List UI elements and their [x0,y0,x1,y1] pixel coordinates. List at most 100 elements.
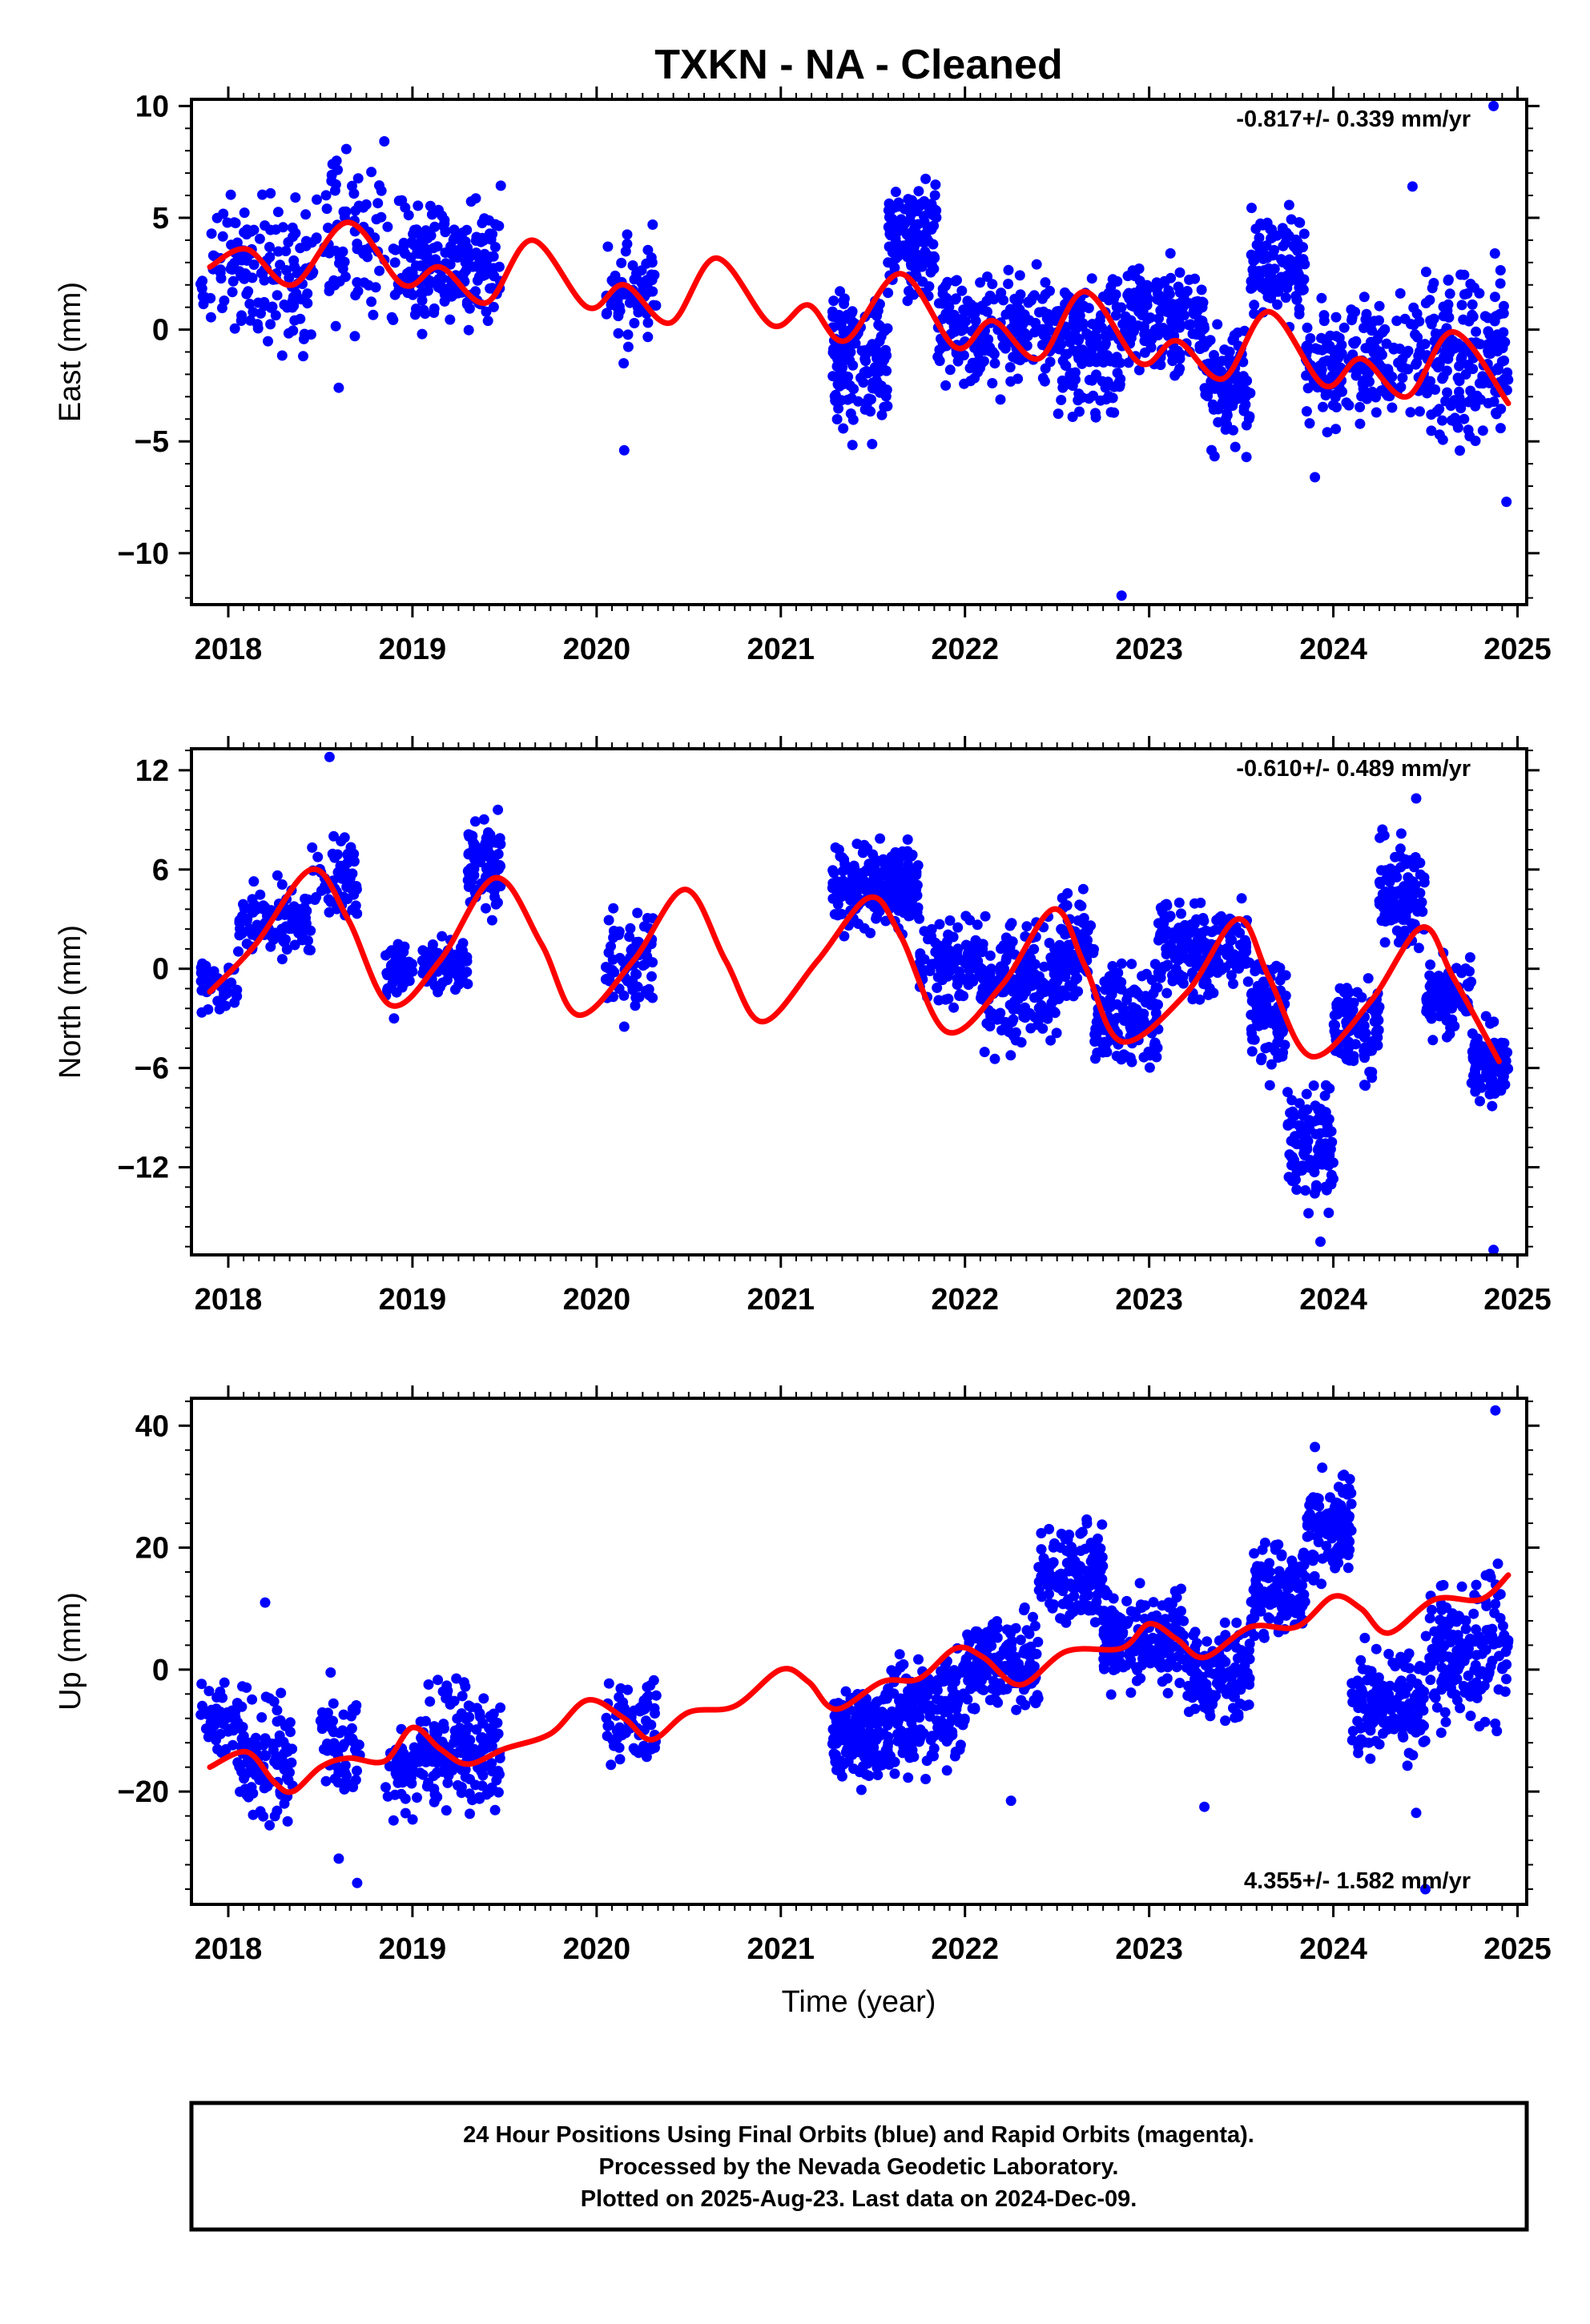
data-point [449,232,460,243]
data-point [199,961,211,972]
data-point [1173,955,1184,966]
data-point [485,829,496,840]
data-point [478,814,489,825]
data-point [215,267,226,278]
data-point [606,1759,617,1771]
data-point [1409,862,1419,873]
data-point [445,241,457,252]
data-point [1483,348,1494,359]
data-point [1359,323,1369,333]
data-point [930,179,941,191]
data-point [940,296,951,308]
data-point [352,1765,362,1776]
data-point [1097,292,1109,302]
data-point [613,328,624,339]
data-point [1430,384,1441,395]
data-point [340,271,351,283]
data-point [1346,998,1357,1009]
data-point [1426,409,1437,420]
data-point [282,1815,293,1827]
data-point [462,866,473,877]
x-tick-label: 2023 [1115,1283,1183,1317]
data-point [1489,292,1500,303]
data-point [1465,279,1476,289]
data-point [1153,322,1164,333]
data-point [613,311,624,322]
data-point [1292,245,1303,256]
data-point [1202,391,1213,402]
data-point [1282,1087,1293,1098]
data-point [1176,908,1186,919]
data-point [958,324,969,335]
data-point [492,897,503,908]
data-point [300,918,312,929]
data-point [1403,345,1414,356]
data-point [1303,1208,1314,1219]
data-point [1286,1118,1297,1129]
data-point [1061,900,1073,911]
data-point [622,229,633,240]
data-point [445,314,456,325]
data-point [306,237,317,248]
data-point [1019,328,1030,339]
data-point [486,915,497,926]
data-point [1462,288,1473,300]
data-point [950,275,961,287]
data-point [1300,1132,1311,1143]
outlier-point [1411,793,1422,804]
data-point [646,275,658,286]
data-point [856,870,867,881]
data-point [1194,296,1206,308]
data-point [417,295,428,306]
data-point [1146,334,1157,345]
data-point [279,300,290,310]
data-point [869,872,880,883]
data-point [493,220,505,231]
data-point [429,221,441,232]
data-point [346,1723,357,1734]
data-point [1326,357,1337,368]
data-point [928,263,940,275]
data-point [1455,396,1466,407]
data-point [1165,247,1176,259]
data-point [212,995,223,1007]
data-point [289,261,300,272]
data-point [1236,893,1247,904]
data-point [386,945,397,956]
data-point [1495,404,1507,415]
data-point [1416,340,1427,351]
data-point [493,804,504,815]
data-point [225,189,236,200]
data-point [1217,356,1228,367]
data-point [211,1703,222,1715]
data-point [1155,967,1166,978]
data-point [846,308,857,319]
data-point [298,333,309,344]
data-point [1097,1037,1109,1048]
data-point [1248,255,1259,267]
data-point [943,993,954,1004]
data-point [421,1781,433,1792]
data-point [1434,404,1445,415]
data-point [324,1740,335,1751]
data-point [904,911,916,921]
data-point [349,331,360,342]
data-point [608,903,619,914]
data-point [280,246,292,256]
data-point [1287,1106,1298,1117]
data-point [937,975,948,986]
data-point [461,224,473,235]
data-point [858,377,869,388]
data-point [832,910,843,921]
data-point [478,1693,489,1704]
data-point [1394,911,1405,922]
data-point [1088,352,1099,363]
outlier-point [1116,590,1127,601]
data-point [1053,994,1065,1004]
data-point [236,1733,248,1744]
data-point [328,830,340,842]
data-point [416,240,427,251]
data-point [1174,267,1185,278]
data-point [421,954,433,965]
data-point [1273,286,1284,297]
